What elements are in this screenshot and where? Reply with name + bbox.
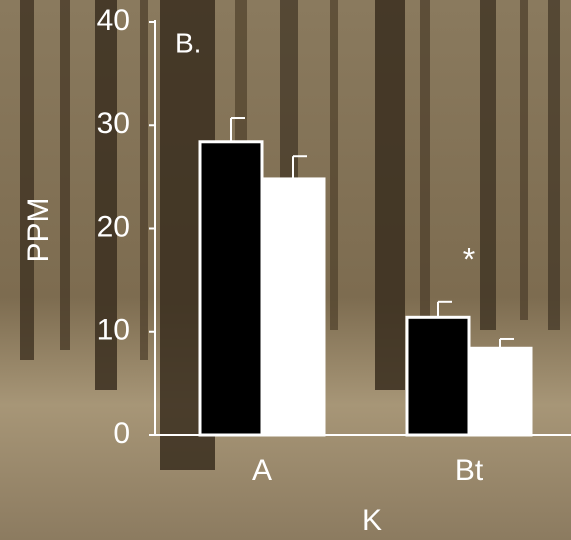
annotation: * [463,241,475,277]
y-tick-label: 30 [97,107,130,140]
y-tick-label: 20 [97,210,130,243]
bar [469,348,531,435]
x-tick-label: A [252,454,272,487]
y-tick-label: 40 [97,4,130,37]
y-axis-label: PPM [22,197,55,262]
panel-label: B. [175,27,201,58]
x-axis-label: K [362,504,382,537]
y-tick-label: 0 [113,417,130,450]
bar [262,179,324,435]
y-tick-label: 10 [97,314,130,347]
x-tick-label: Bt [455,454,484,487]
bar [407,317,469,435]
chart: B. PPM K * 0 10 20 30 40 A Bt [0,0,571,540]
bar [200,142,262,435]
